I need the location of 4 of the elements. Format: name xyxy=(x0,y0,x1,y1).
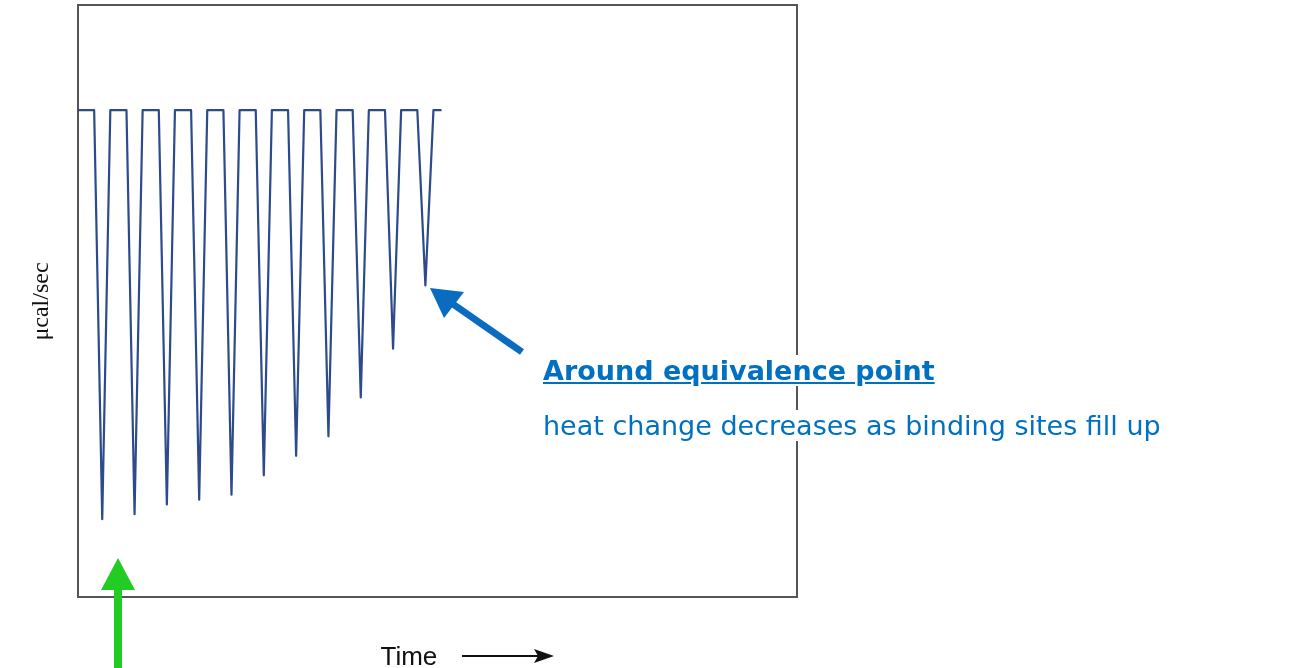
annotation: heat change decreases as binding sites fill up xyxy=(543,410,1161,441)
y-axis-title: μcal/sec xyxy=(26,262,53,341)
annotation: Around equivalence point xyxy=(543,355,935,386)
x-axis-title: Time xyxy=(380,640,438,668)
